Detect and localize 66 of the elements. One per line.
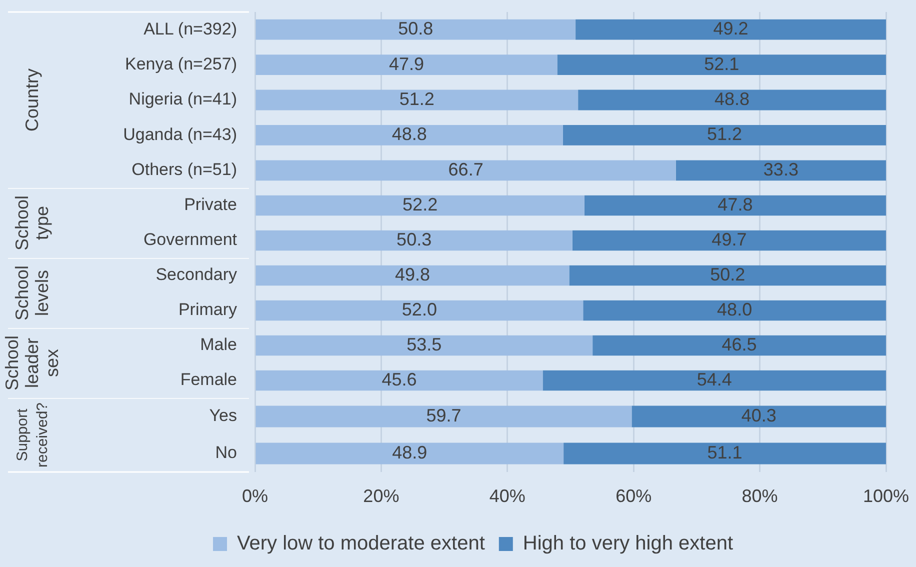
y-tick-label: Uganda (n=43) [123, 124, 237, 144]
y-tick-label: Private [184, 195, 237, 214]
data-label: 33.3 [763, 159, 798, 180]
y-axis-title: School levels [12, 265, 52, 321]
data-label: 59.7 [426, 405, 462, 426]
y-tick-label: Secondary [156, 265, 238, 284]
y-tick-label: Primary [178, 300, 238, 320]
bar [564, 442, 886, 464]
data-label: 53.5 [406, 334, 442, 354]
y-tick-label: Male [200, 335, 237, 354]
bar [578, 90, 886, 110]
y-tick-label: Government [143, 230, 238, 250]
x-tick-label: 80% [742, 486, 778, 506]
data-label: 50.8 [398, 18, 434, 39]
data-label: 48.8 [392, 124, 427, 144]
y-tick-label: Nigeria (n=41) [128, 90, 237, 109]
y-axis-title: School leader sex [2, 335, 62, 391]
x-tick-label: 100% [862, 486, 910, 506]
data-label: 66.7 [448, 159, 484, 180]
y-tick-label: Kenya (n=257) [125, 54, 237, 74]
data-label: 47.9 [388, 54, 424, 74]
y-axis-title: Support received? [14, 402, 52, 468]
y-tick-label: ALL (n=392) [144, 19, 237, 38]
data-label: 49.8 [394, 264, 430, 284]
data-label: 51.2 [706, 124, 742, 144]
x-tick-label: 60% [616, 486, 652, 506]
bar [256, 19, 576, 40]
data-label: 52.0 [402, 299, 437, 320]
bar [256, 90, 578, 110]
bar [632, 406, 886, 428]
data-label: 46.5 [722, 334, 757, 354]
bar [576, 19, 886, 40]
data-label: 51.2 [399, 88, 434, 109]
data-label: 48.0 [717, 299, 752, 320]
legend-label: High to very high extent [522, 532, 734, 555]
x-tick-label: 0% [242, 486, 268, 506]
data-label: 52.1 [704, 54, 740, 74]
data-label: 49.7 [712, 229, 747, 250]
bar [557, 54, 886, 76]
data-label: 49.2 [713, 18, 748, 39]
bar [256, 124, 563, 146]
y-axis-title: Country [22, 68, 42, 132]
data-label: 52.2 [402, 194, 438, 214]
data-label: 50.3 [396, 229, 432, 250]
x-tick-label: 40% [489, 486, 526, 506]
bar [256, 442, 564, 464]
y-tick-label: Female [180, 370, 237, 390]
data-label: 51.1 [707, 442, 742, 462]
y-tick-label: Others (n=51) [132, 160, 237, 180]
y-tick-label: No [215, 443, 237, 462]
data-label: 45.6 [382, 369, 417, 390]
legend-label: Very low to moderate extent [236, 532, 486, 555]
bar [256, 54, 558, 76]
data-label: 50.2 [710, 264, 746, 284]
y-tick-label: Yes [209, 406, 237, 426]
bar [676, 160, 886, 181]
data-label: 54.4 [696, 369, 732, 390]
bar [256, 406, 632, 428]
bar [562, 124, 886, 146]
data-label: 40.3 [741, 405, 776, 426]
x-tick-label: 20% [363, 486, 400, 506]
data-label: 48.9 [392, 442, 428, 462]
data-label: 48.8 [714, 88, 750, 109]
bar [256, 160, 676, 181]
data-label: 47.8 [718, 194, 753, 214]
y-axis-title: School type [12, 195, 52, 251]
